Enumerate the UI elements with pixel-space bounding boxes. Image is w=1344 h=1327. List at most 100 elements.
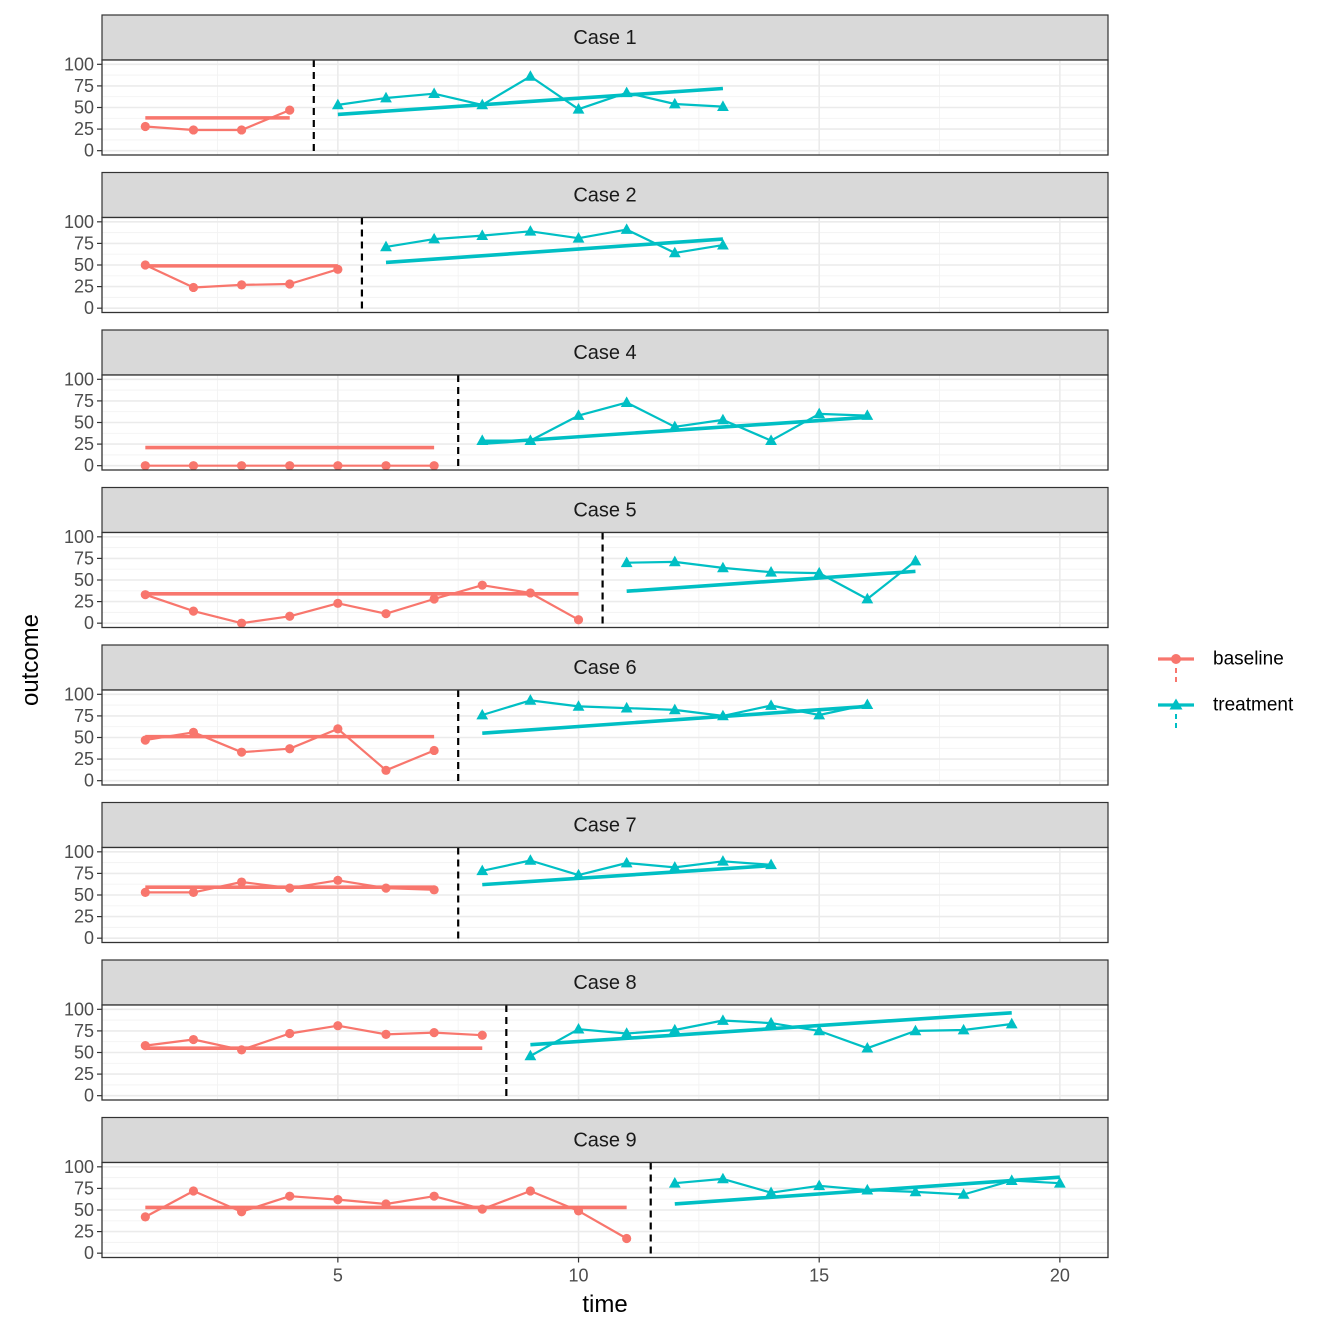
x-tick-label: 15 <box>809 1266 829 1286</box>
treatment-point <box>572 409 585 420</box>
baseline-point <box>140 461 150 471</box>
baseline-series-line <box>144 584 580 625</box>
treatment-point <box>861 592 874 604</box>
y-tick-label: 50 <box>74 885 94 905</box>
baseline-point <box>236 280 247 290</box>
treatment-point <box>620 856 633 868</box>
baseline-point <box>285 461 295 471</box>
treatment-point <box>476 864 489 876</box>
baseline-point <box>381 1199 391 1209</box>
facet-strip-label: Case 1 <box>573 27 636 49</box>
treatment-point <box>620 1027 633 1038</box>
treatment-point <box>1005 1174 1018 1185</box>
facet-strip-label: Case 2 <box>573 184 636 206</box>
treatment-point <box>813 566 826 578</box>
panel-border <box>101 1004 1109 1101</box>
panel-grid <box>102 690 1108 785</box>
x-tick-label: 5 <box>333 1266 343 1286</box>
panel-border <box>101 846 1109 944</box>
baseline-point <box>477 1030 487 1040</box>
baseline-point <box>188 727 199 737</box>
facet-strip-label: Case 4 <box>573 342 636 364</box>
treatment-point <box>861 698 874 710</box>
treatment-point <box>1053 1177 1066 1188</box>
panel-grid <box>102 1005 1108 1100</box>
baseline-point <box>333 264 343 274</box>
y-tick-label: 100 <box>64 212 94 232</box>
baseline-point <box>381 765 391 775</box>
treatment-point <box>572 1022 585 1034</box>
panel-border <box>101 374 1109 471</box>
baseline-point <box>285 1191 295 1201</box>
legend-key-triangle <box>1169 698 1183 710</box>
treatment-point <box>957 1188 970 1199</box>
baseline-point <box>236 1045 247 1055</box>
y-tick-label: 0 <box>84 456 94 476</box>
y-tick-label: 100 <box>64 54 94 74</box>
treatment-point <box>380 240 392 252</box>
baseline-point <box>188 1034 199 1045</box>
baseline-point <box>573 615 584 625</box>
treatment-point <box>717 100 729 111</box>
panel-grid <box>102 847 1108 943</box>
y-tick-label: 25 <box>74 907 94 927</box>
baseline-point <box>333 598 343 608</box>
baseline-point <box>573 1206 584 1216</box>
treatment-point <box>572 868 585 880</box>
y-tick-label: 100 <box>64 999 94 1019</box>
treatment-point <box>428 87 441 99</box>
y-axis-title: outcome <box>17 614 44 706</box>
baseline-point <box>188 461 199 471</box>
baseline-point <box>140 260 150 270</box>
y-tick-label: 50 <box>74 255 94 275</box>
y-tick-label: 0 <box>84 1086 94 1106</box>
y-tick-label: 50 <box>74 413 94 433</box>
treatment-point <box>668 1023 681 1035</box>
baseline-point <box>188 1186 199 1196</box>
treatment-point <box>813 407 826 419</box>
treatment-point <box>765 1016 777 1028</box>
facet-strip-label: Case 5 <box>573 499 636 521</box>
baseline-point <box>285 611 295 621</box>
baseline-point <box>381 609 391 619</box>
baseline-point <box>140 1212 150 1222</box>
y-tick-label: 50 <box>74 1200 94 1220</box>
legend-key-circle <box>1171 654 1181 664</box>
baseline-point <box>236 877 247 887</box>
baseline-point <box>429 745 439 756</box>
treatment-point <box>668 703 681 715</box>
panel-grid <box>102 532 1108 628</box>
treatment-point <box>476 434 489 445</box>
baseline-point <box>285 744 295 754</box>
baseline-point <box>381 883 391 893</box>
treatment-point <box>476 98 489 110</box>
y-tick-label: 0 <box>84 928 94 948</box>
baseline-series-line <box>145 1024 483 1052</box>
baseline-point <box>188 282 199 293</box>
y-tick-label: 75 <box>74 863 94 883</box>
treatment-point <box>668 861 681 872</box>
treatment-point <box>765 1186 777 1198</box>
facet-strip-label: Case 6 <box>573 657 636 679</box>
baseline-point <box>429 885 439 895</box>
panel-border <box>101 531 1109 629</box>
facet-strip <box>101 486 1109 534</box>
facet-strip <box>101 14 1109 61</box>
treatment-point <box>717 855 729 866</box>
treatment-point <box>717 561 729 573</box>
treatment-point <box>957 1023 970 1035</box>
treatment-point <box>524 225 537 236</box>
y-tick-label: 25 <box>74 1064 94 1084</box>
treatment-point <box>620 396 633 407</box>
panel-border <box>101 689 1109 786</box>
baseline-point <box>333 724 343 734</box>
baseline-point <box>285 883 295 893</box>
treatment-trend-line <box>385 237 724 265</box>
y-tick-label: 50 <box>74 1043 94 1063</box>
facet-strip-label: Case 7 <box>573 814 636 836</box>
facet-strip <box>101 171 1109 219</box>
baseline-point <box>285 279 295 289</box>
